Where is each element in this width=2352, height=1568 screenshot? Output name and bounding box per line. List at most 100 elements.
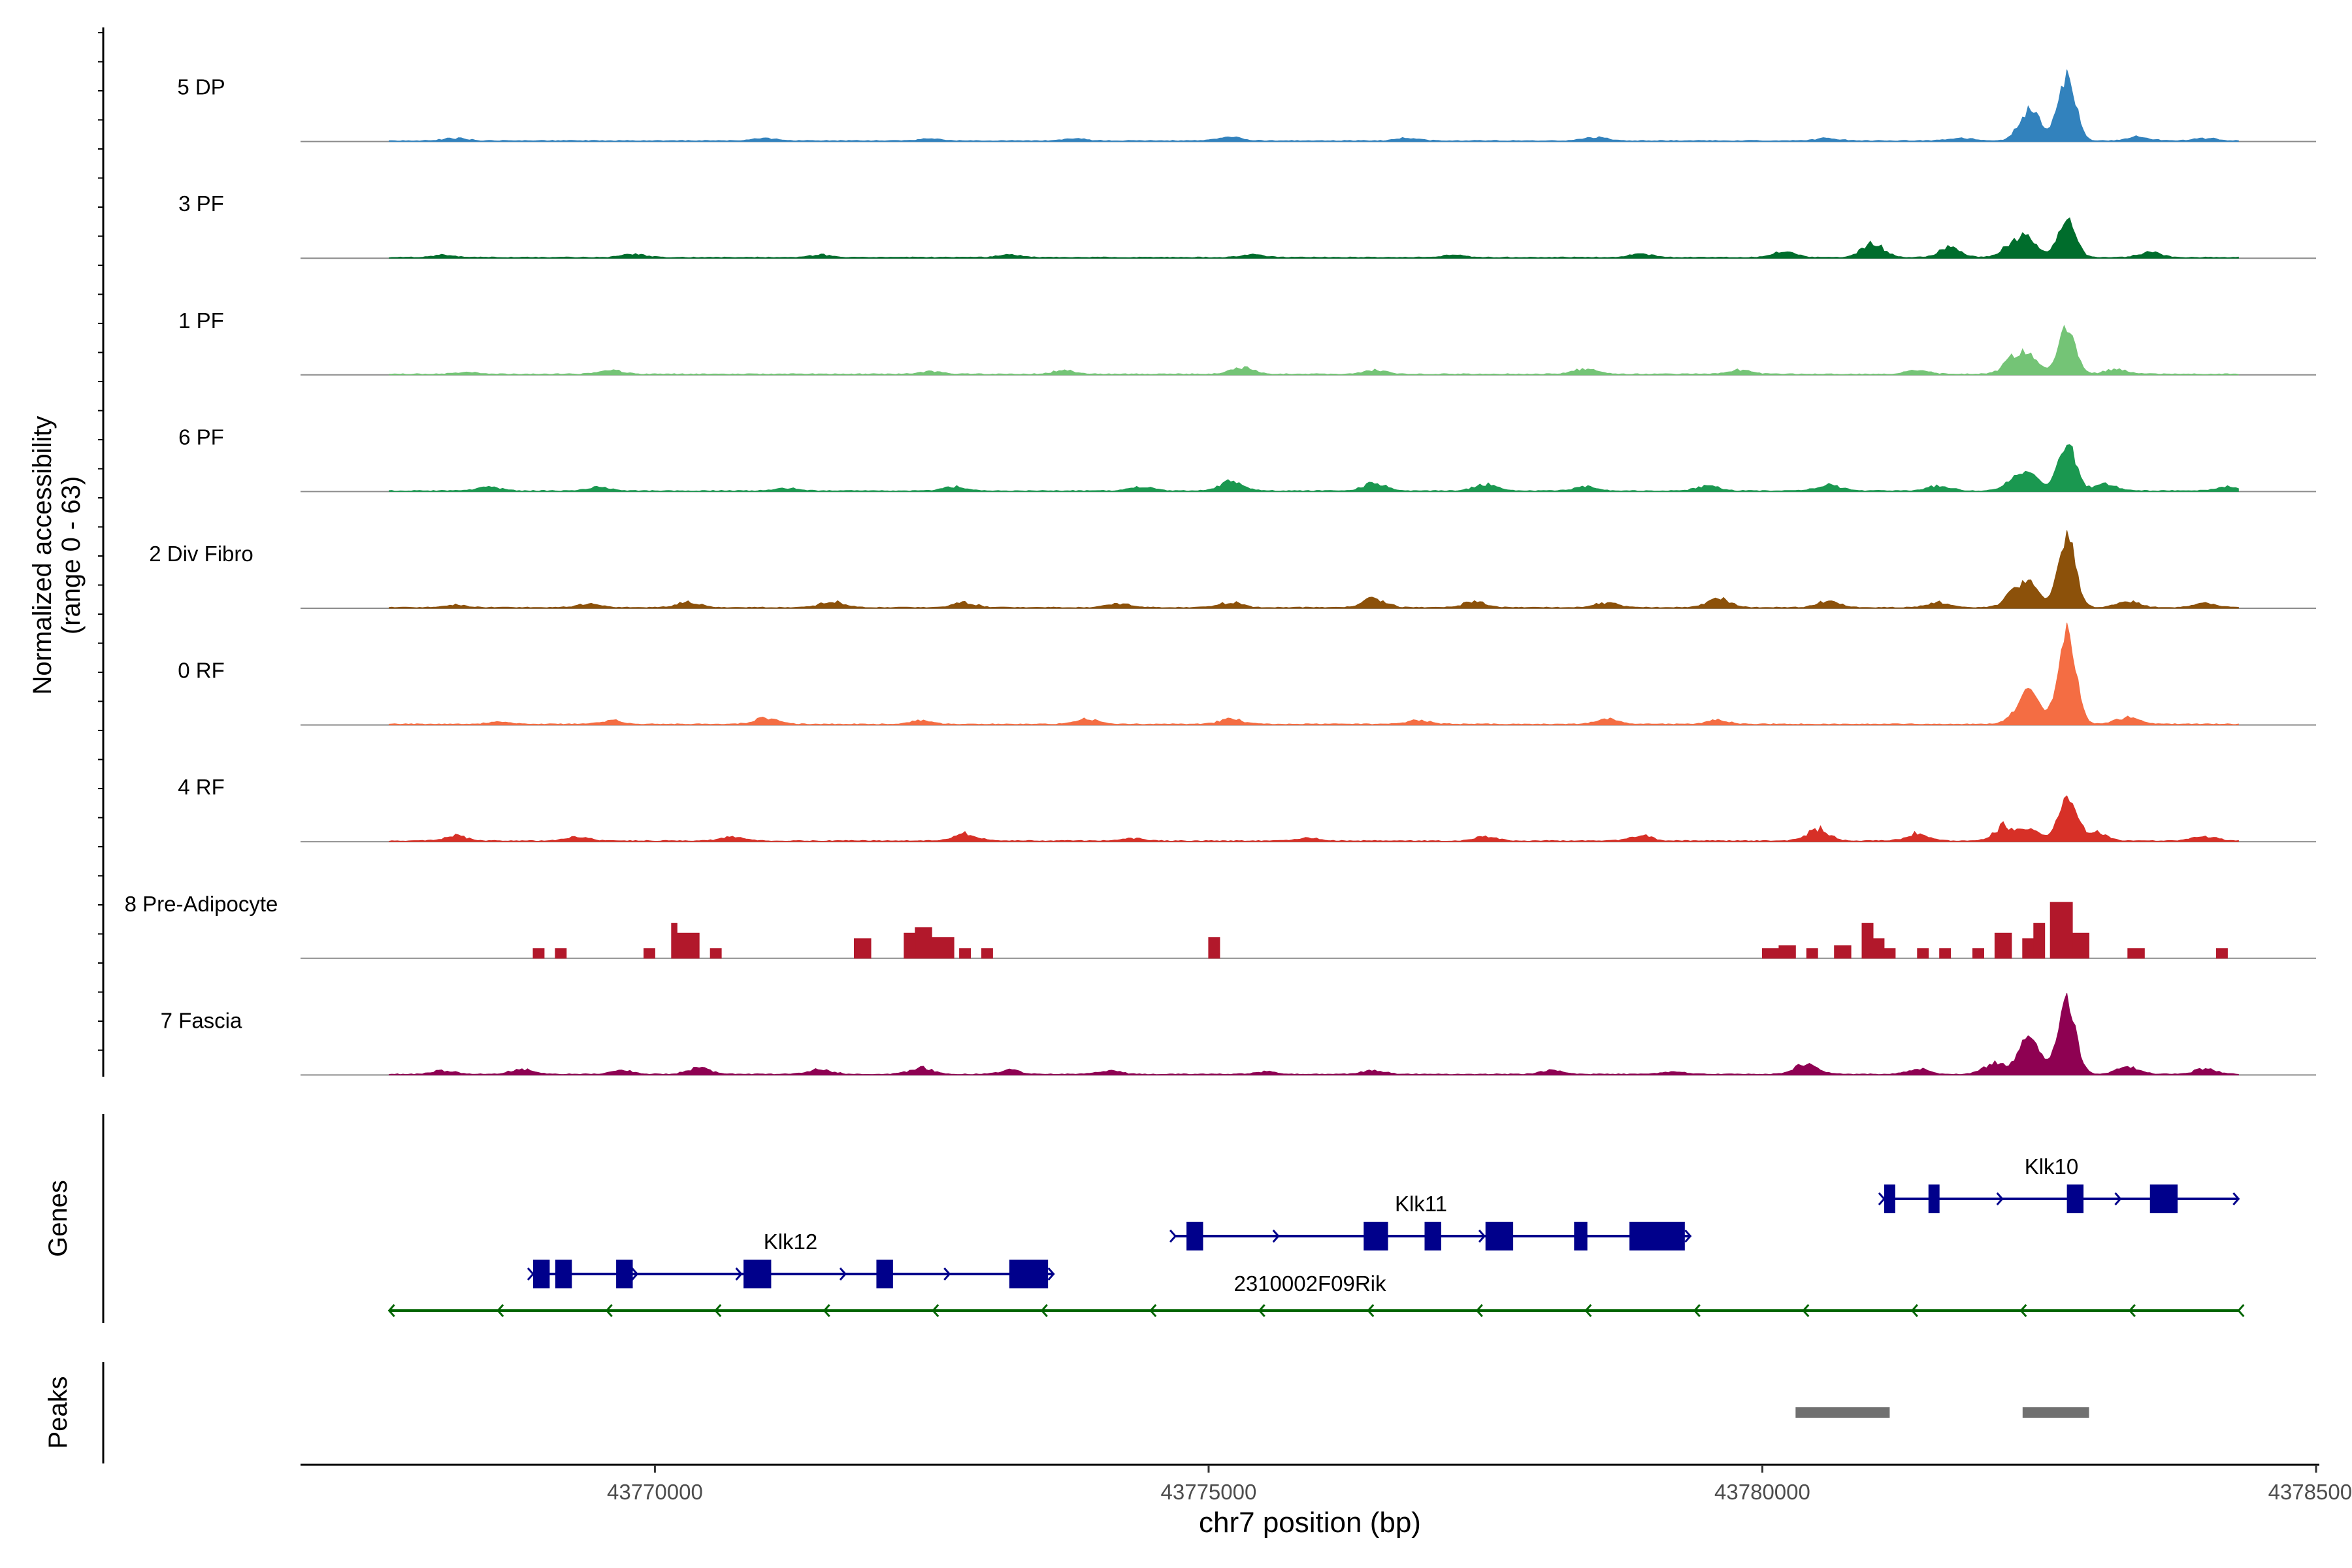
x-tick-label: 43775000 (1161, 1480, 1257, 1504)
coverage-tracks: 5 DP 3 PF 1 PF 6 PF 2 Div Fibro 0 RF 4 RF 8 Pre… (125, 69, 2316, 1076)
coverage-area (389, 217, 2239, 259)
gene-exon (1928, 1184, 1940, 1213)
track-label: 0 RF (178, 659, 225, 683)
gene-exon (1884, 1184, 1895, 1213)
gene-exon (1364, 1222, 1388, 1250)
coverage-track: 3 PF (178, 191, 2316, 259)
gene-exon (743, 1260, 772, 1288)
coverage-track: 0 RF (178, 623, 2316, 726)
peaks-track (1795, 1407, 2089, 1418)
strand-arrow (714, 1304, 722, 1317)
coverage-yaxis-ticks (98, 32, 103, 1051)
coverage-area (389, 623, 2239, 726)
coverage-area (389, 530, 2239, 609)
x-tick-label: 43780000 (1714, 1480, 1810, 1504)
peak-region (1795, 1407, 1890, 1418)
gene-exon (1629, 1222, 1685, 1250)
coverage-area (389, 444, 2239, 492)
gene-label: 2310002F09Rik (1234, 1271, 1386, 1296)
gene-annotation-track: Klk12 Klk11 Klk10 2310002F09Rik (387, 1154, 2245, 1317)
strand-arrow (387, 1304, 395, 1317)
gene-model: Klk11 (1169, 1192, 1692, 1250)
strand-arrow (1367, 1304, 1375, 1317)
strand-arrow (1478, 1230, 1486, 1243)
x-axis-label: chr7 position (bp) (1199, 1507, 1421, 1539)
genes-panel-title: Genes (44, 1180, 73, 1257)
gene-exon (1485, 1222, 1514, 1250)
gene-model: Klk10 (1878, 1154, 2240, 1213)
coverage-area (389, 324, 2239, 376)
peaks-panel-title: Peaks (44, 1376, 73, 1448)
coverage-track: 2 Div Fibro (149, 530, 2316, 609)
coverage-track: 4 RF (178, 775, 2316, 843)
coverage-track: 7 Fascia (161, 992, 2316, 1076)
strand-arrow (1272, 1230, 1280, 1243)
gene-exon (532, 1260, 550, 1288)
gene-label: Klk10 (2025, 1154, 2079, 1179)
strand-arrow (1258, 1304, 1266, 1317)
track-label: 7 Fascia (161, 1008, 242, 1032)
strand-arrow (631, 1267, 639, 1281)
track-label: 6 PF (178, 425, 224, 449)
coverage-area (389, 69, 2239, 142)
strand-arrow (1040, 1304, 1048, 1317)
strand-arrow (1693, 1304, 1701, 1317)
gene-label: Klk12 (764, 1230, 818, 1254)
strand-arrow (2237, 1304, 2245, 1317)
strand-arrow (497, 1304, 504, 1317)
strand-arrow (2232, 1192, 2240, 1205)
strand-arrow (527, 1267, 534, 1281)
strand-arrow (1169, 1230, 1177, 1243)
peak-region (2022, 1407, 2089, 1418)
coverage-track: 6 PF (178, 425, 2316, 493)
coverage-track: 5 DP (177, 69, 2316, 142)
strand-arrow (1802, 1304, 1810, 1317)
track-label: 2 Div Fibro (149, 542, 253, 566)
strand-arrow (932, 1304, 939, 1317)
track-label: 5 DP (177, 75, 225, 99)
strand-arrow (2114, 1192, 2122, 1205)
strand-arrow (1684, 1230, 1692, 1243)
gene-exon (616, 1260, 633, 1288)
gene-exon (2066, 1184, 2084, 1213)
track-label: 4 RF (178, 775, 225, 799)
strand-arrow (1584, 1304, 1592, 1317)
gene-exon (1574, 1222, 1588, 1250)
gene-model: Klk12 (527, 1230, 1055, 1288)
coverage-ylabel-line1: Normalized accessibility (28, 416, 57, 695)
gene-exon (1424, 1222, 1441, 1250)
x-axis: 43770000 43775000 43780000 43785000 (607, 1465, 2352, 1504)
gene-model: 2310002F09Rik (387, 1271, 2245, 1317)
coverage-area (389, 795, 2239, 842)
strand-arrow (1910, 1304, 1918, 1317)
coverage-track: 8 Pre-Adipocyte (125, 892, 2316, 959)
track-label: 8 Pre-Adipocyte (125, 892, 278, 916)
gene-exon (555, 1260, 572, 1288)
strand-arrow (1149, 1304, 1157, 1317)
gene-label: Klk11 (1395, 1192, 1447, 1216)
strand-arrow (1996, 1192, 2004, 1205)
x-tick-label: 43770000 (607, 1480, 703, 1504)
x-tick-label: 43785000 (2268, 1480, 2352, 1504)
coverage-area (389, 992, 2239, 1075)
strand-arrow (2128, 1304, 2136, 1317)
strand-arrow (605, 1304, 613, 1317)
gene-exon (2149, 1184, 2178, 1213)
gene-exon (876, 1260, 893, 1288)
strand-arrow (943, 1267, 951, 1281)
coverage-ylabel-line2: (range 0 - 63) (57, 476, 86, 634)
strand-arrow (1878, 1192, 1886, 1205)
gene-exon (1186, 1222, 1203, 1250)
coverage-track: 1 PF (178, 308, 2316, 376)
strand-arrow (823, 1304, 830, 1317)
gene-exon (1009, 1260, 1049, 1288)
strand-arrow (735, 1267, 743, 1281)
strand-arrow (839, 1267, 847, 1281)
track-label: 1 PF (178, 308, 224, 333)
coverage-area (532, 902, 2228, 959)
track-label: 3 PF (178, 191, 224, 216)
strand-arrow (1475, 1304, 1483, 1317)
strand-arrow (2019, 1304, 2027, 1317)
strand-arrow (1047, 1267, 1055, 1281)
